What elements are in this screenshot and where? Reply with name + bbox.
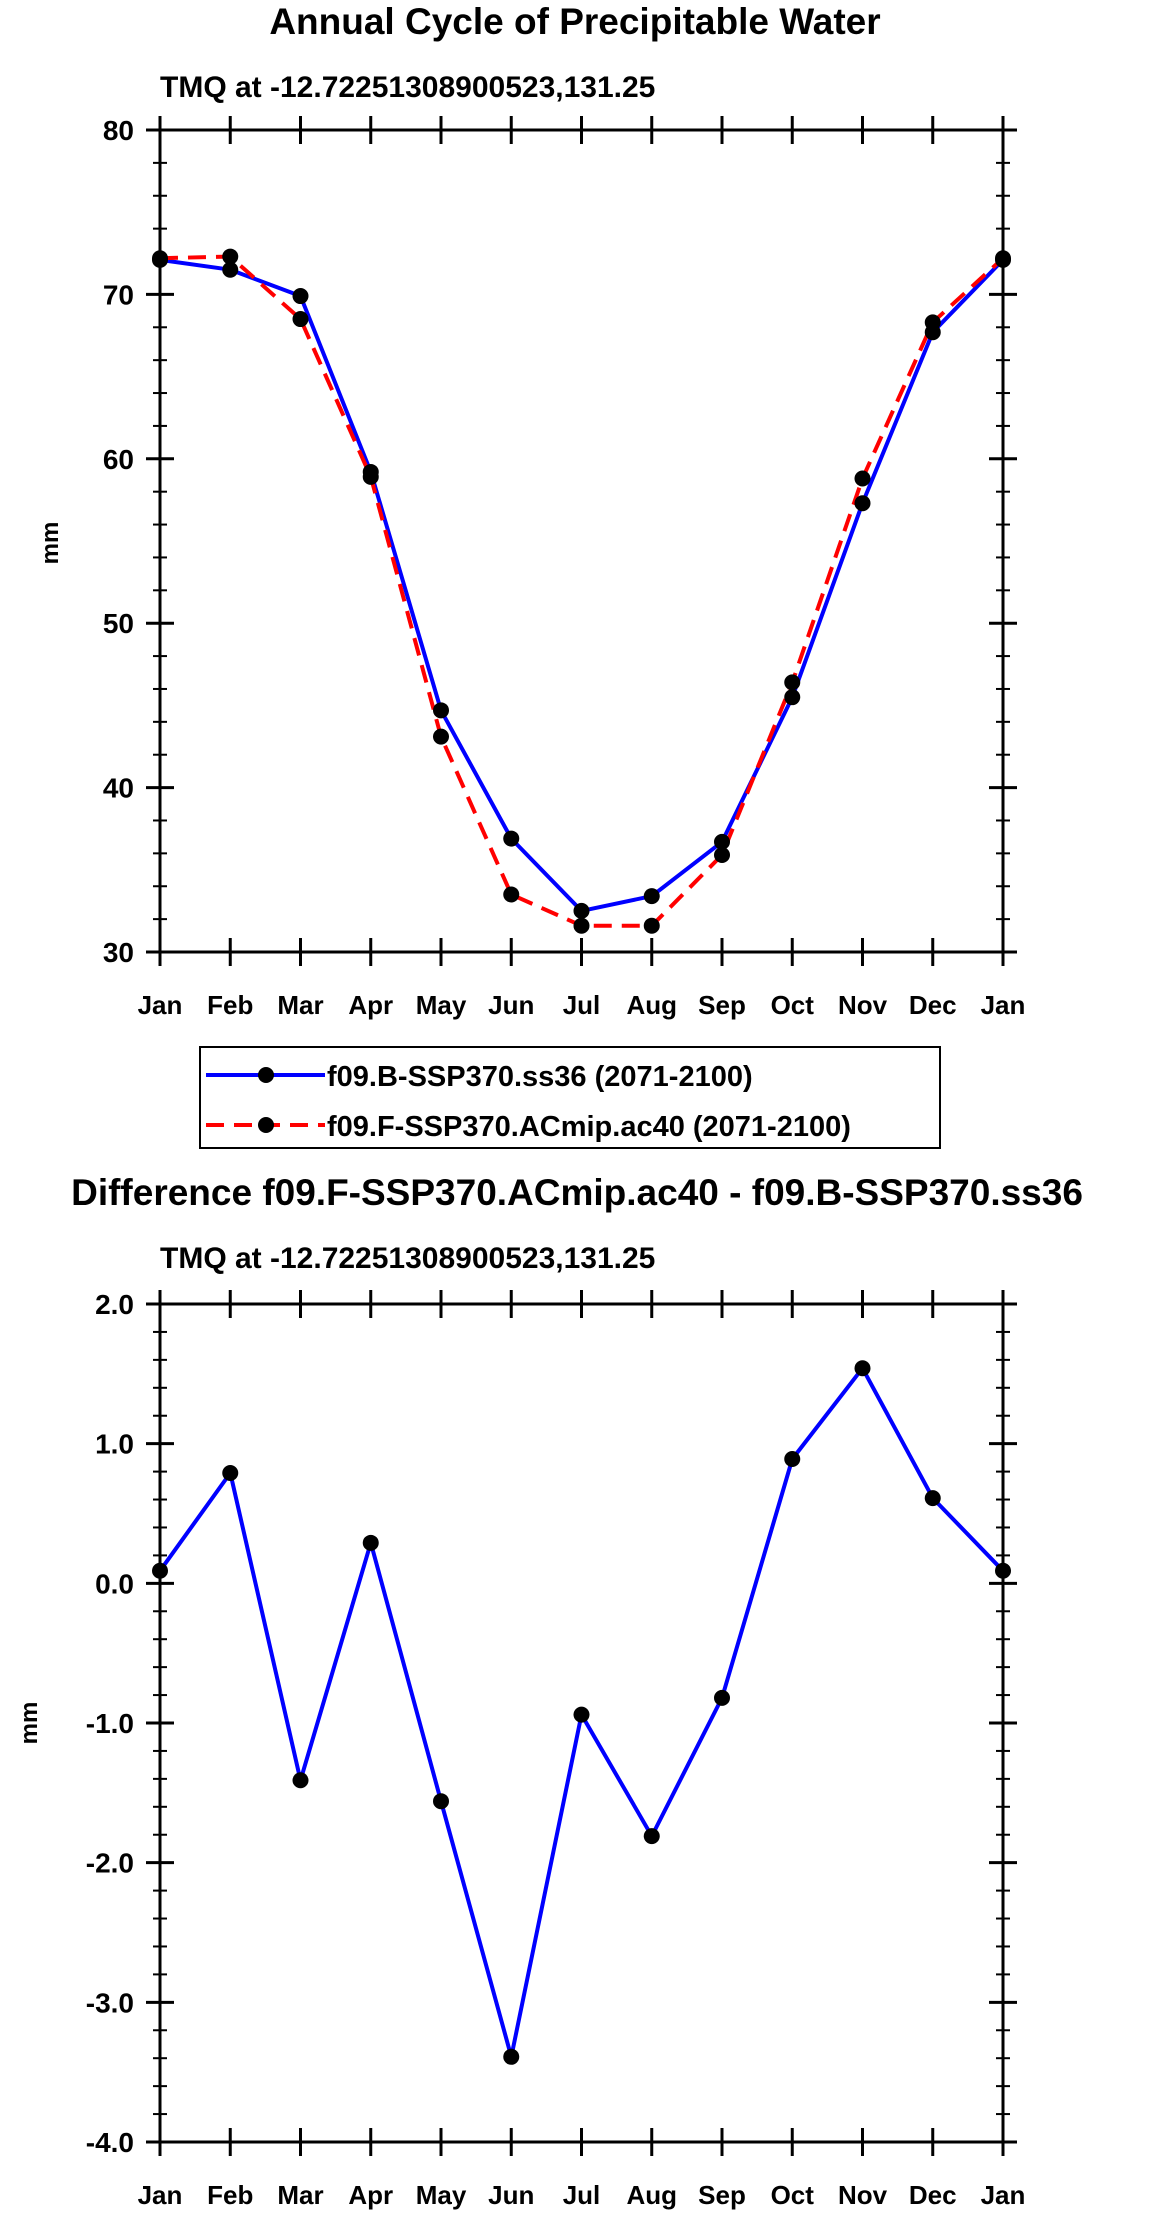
data-point-series-2 [292,311,309,328]
data-point-series-1 [433,1793,449,1810]
legend-marker-series-2 [258,1117,274,1133]
x-tick-label: Nov [838,990,888,1020]
y-axis-label: mm [37,522,64,565]
x-tick-label: Jan [981,990,1026,1020]
data-point-series-1 [433,702,449,719]
x-tick-label: May [416,990,467,1020]
data-point-series-1 [362,1534,379,1551]
x-tick-label: Apr [348,990,393,1020]
data-point-series-2 [573,917,590,934]
y-tick-label: 60 [103,444,134,475]
data-point-series-1 [573,902,590,919]
data-point-series-1 [714,833,730,850]
chart-subtitle: TMQ at -12.72251308900523,131.25 [160,71,655,104]
data-point-series-1 [503,830,520,847]
legend-label-series-1: f09.B-SSP370.ss36 (2071-2100) [327,1061,753,1093]
y-tick-label: 70 [103,279,134,310]
data-point-series-1 [292,288,309,305]
x-tick-label: Jan [981,2180,1026,2210]
x-tick-label: May [416,2180,467,2210]
y-tick-label: -4.0 [86,2127,134,2158]
x-tick-label: Mar [277,990,323,1020]
annual-cycle-panel: Annual Cycle of Precipitable Water TMQ a… [37,1,1025,1020]
x-tick-label: Jul [563,2180,601,2210]
data-point-series-2 [362,468,379,485]
y-tick-label: 80 [103,115,134,146]
data-point-series-1 [152,1562,168,1579]
x-tick-label: Jan [138,2180,183,2210]
data-point-series-1 [643,888,660,905]
data-point-series-1 [503,2048,520,2065]
y-tick-label: 50 [103,608,134,639]
data-point-series-2 [222,248,239,265]
data-point-series-2 [924,314,941,331]
y-tick-label: 30 [103,937,134,968]
data-point-series-1 [854,495,871,512]
x-tick-label: Aug [626,2180,677,2210]
x-tick-label: Aug [626,990,677,1020]
series-line-2 [159,254,1005,928]
legend-box [199,1046,941,1149]
legend-marker-series-1 [258,1067,274,1083]
data-point-series-2 [995,250,1011,267]
plot-area: -4.0 -3.0 -2.0 -1.0 0.0 1.0 2.0 Jan Feb Mar Apr May… [86,1289,1026,2210]
y-tick-label: 1.0 [95,1429,134,1460]
data-point-series-1 [924,1490,941,1507]
y-tick-label: -3.0 [86,1987,134,2018]
data-point-series-2 [433,728,449,745]
y-axis-label: mm [16,1702,43,1745]
data-point-series-1 [784,1451,801,1468]
y-tick-label: -1.0 [86,1708,134,1739]
x-tick-label: Oct [771,990,815,1020]
x-tick-label: Sep [698,990,746,1020]
y-tick-label: 0.0 [95,1568,134,1599]
y-tick-label: -2.0 [86,1848,134,1879]
data-point-series-1 [222,261,239,278]
x-tick-label: Jun [488,990,534,1020]
x-tick-label: Feb [207,990,253,1020]
data-point-series-1 [292,1772,309,1789]
legend: f09.B-SSP370.ss36 (2071-2100) f09.F-SSP3… [199,1046,941,1149]
plot-area: 30 40 50 60 70 80 Jan Feb Mar Apr May Jun Jul Aug Sep O… [103,115,1026,1020]
data-point-series-1 [854,1360,871,1377]
x-tick-label: Dec [909,2180,957,2210]
data-point-series-1 [714,1689,730,1706]
difference-panel: Difference f09.F-SSP370.ACmip.ac40 - f09… [16,1172,1083,2210]
chart-subtitle: TMQ at -12.72251308900523,131.25 [160,1242,655,1275]
x-tick-label: Jul [563,990,601,1020]
data-point-series-2 [854,470,871,487]
data-point-series-1 [784,689,801,706]
data-point-series-2 [714,847,730,864]
data-point-series-1 [643,1828,660,1845]
y-tick-label: 2.0 [95,1289,134,1320]
x-tick-label: Feb [207,2180,253,2210]
y-tick-label: 40 [103,773,134,804]
chart-title: Difference f09.F-SSP370.ACmip.ac40 - f09… [71,1172,1083,1213]
series-line-1 [159,257,1005,913]
data-point-series-2 [503,886,520,903]
data-point-series-1 [573,1706,590,1723]
x-tick-label: Sep [698,2180,746,2210]
chart-title: Annual Cycle of Precipitable Water [269,1,880,42]
x-tick-label: Apr [348,2180,393,2210]
data-point-series-2 [784,674,801,691]
x-tick-label: Jan [138,990,183,1020]
data-point-series-1 [995,1562,1011,1579]
x-tick-label: Mar [277,2180,323,2210]
plot-frame [158,128,1005,954]
legend-label-series-2: f09.F-SSP370.ACmip.ac40 (2071-2100) [327,1111,851,1143]
x-tick-label: Nov [838,2180,888,2210]
x-tick-label: Dec [909,990,957,1020]
x-tick-label: Oct [771,2180,815,2210]
data-point-series-2 [152,250,168,267]
x-tick-label: Jun [488,2180,534,2210]
data-point-series-1 [222,1464,239,1481]
data-point-series-2 [643,917,660,934]
